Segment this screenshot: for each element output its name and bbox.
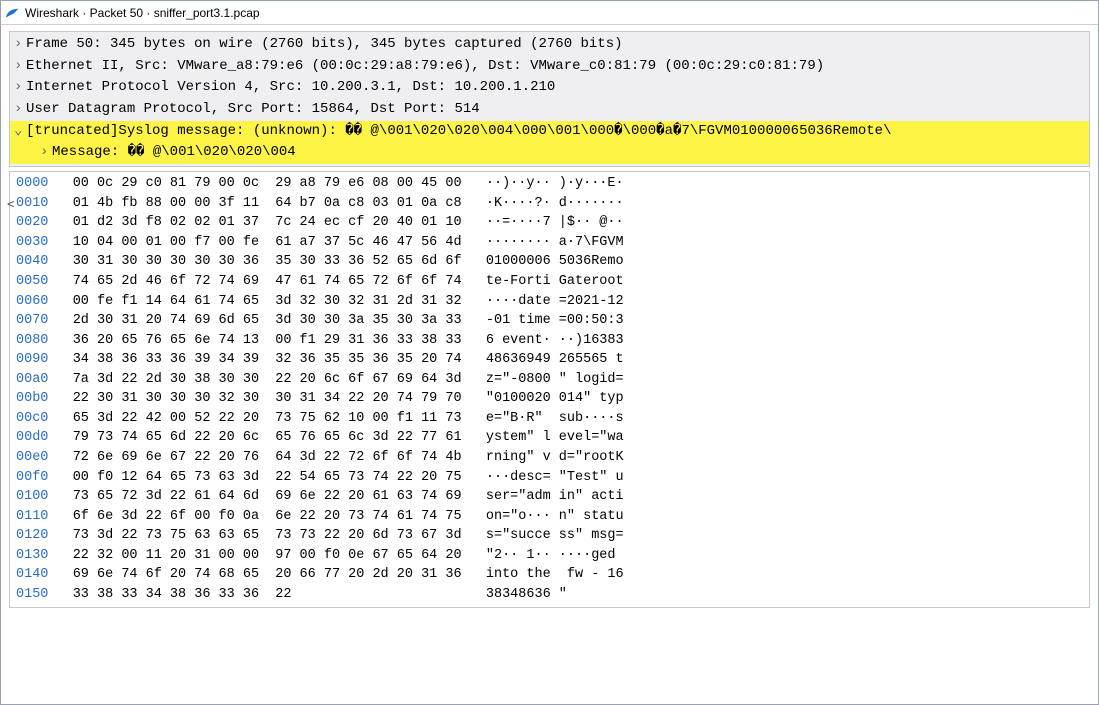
tree-row[interactable]: › Internet Protocol Version 4, Src: 10.2…: [10, 77, 1089, 99]
expand-twisty[interactable]: ›: [14, 99, 26, 121]
tree-row-text: Frame 50: 345 bytes on wire (2760 bits),…: [26, 34, 623, 56]
tree-row[interactable]: › Message: �� @\001\020\020\004: [10, 142, 1089, 164]
wireshark-icon: [5, 6, 19, 20]
expand-twisty[interactable]: ›: [14, 34, 26, 56]
tree-row-text: [truncated]Syslog message: (unknown): ��…: [26, 121, 891, 143]
tree-row[interactable]: › User Datagram Protocol, Src Port: 1586…: [10, 99, 1089, 121]
expand-twisty[interactable]: ⌄: [14, 121, 26, 143]
tree-row-text: Message: �� @\001\020\020\004: [52, 142, 296, 164]
tree-row[interactable]: › Frame 50: 345 bytes on wire (2760 bits…: [10, 34, 1089, 56]
scroll-left-handle[interactable]: <: [7, 197, 17, 207]
expand-twisty[interactable]: ›: [14, 77, 26, 99]
tree-row-text: Internet Protocol Version 4, Src: 10.200…: [26, 77, 555, 99]
packet-bytes-pane[interactable]: 0000 00 0c 29 c0 81 79 00 0c 29 a8 79 e6…: [9, 171, 1090, 607]
tree-row-text: User Datagram Protocol, Src Port: 15864,…: [26, 99, 480, 121]
window-title: Wireshark · Packet 50 · sniffer_port3.1.…: [25, 6, 260, 20]
titlebar[interactable]: Wireshark · Packet 50 · sniffer_port3.1.…: [1, 1, 1098, 25]
expand-twisty[interactable]: ›: [14, 56, 26, 78]
expand-twisty[interactable]: ›: [40, 142, 52, 164]
tree-row[interactable]: › Ethernet II, Src: VMware_a8:79:e6 (00:…: [10, 56, 1089, 78]
packet-details-pane[interactable]: › Frame 50: 345 bytes on wire (2760 bits…: [9, 31, 1090, 167]
tree-row-text: Ethernet II, Src: VMware_a8:79:e6 (00:0c…: [26, 56, 824, 78]
tree-row[interactable]: ⌄ [truncated]Syslog message: (unknown): …: [10, 121, 1089, 143]
